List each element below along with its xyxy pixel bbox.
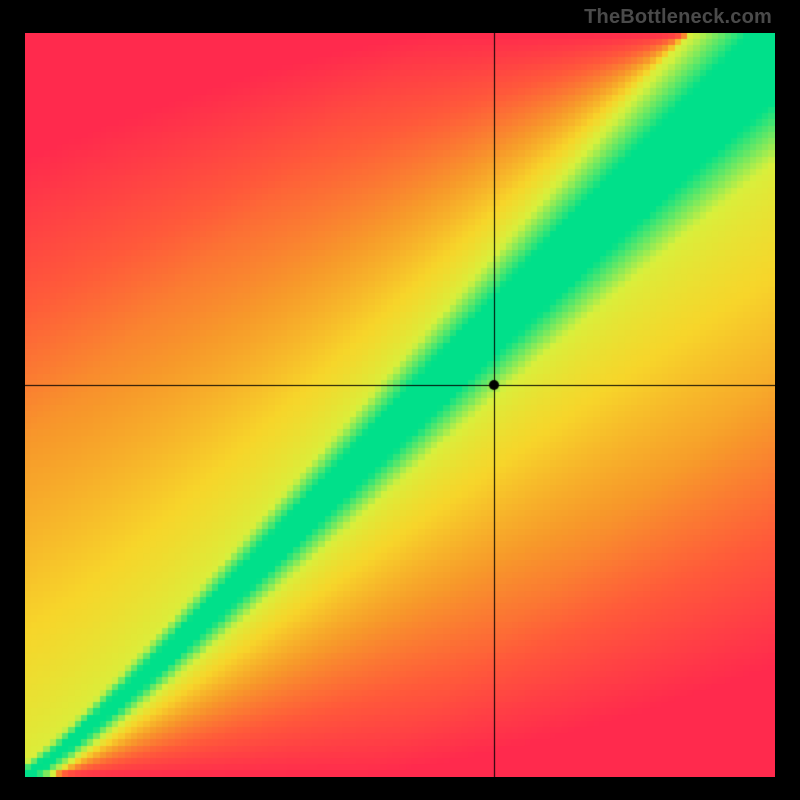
watermark-text: TheBottleneck.com (584, 6, 772, 29)
chart-container: TheBottleneck.com (0, 0, 800, 800)
bottleneck-heatmap (25, 33, 775, 777)
